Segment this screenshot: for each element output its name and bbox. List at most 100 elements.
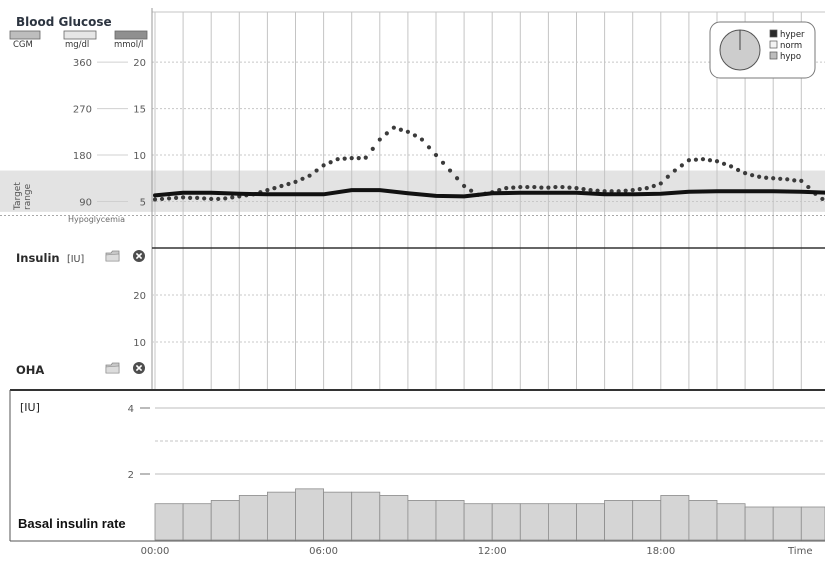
time-tick-label: 06:00 bbox=[309, 546, 338, 557]
cgm-point bbox=[265, 188, 270, 193]
hypoglycemia-label: Hypoglycemia bbox=[68, 215, 125, 224]
cgm-point bbox=[581, 187, 586, 192]
basal-unit-label: [IU] bbox=[20, 401, 40, 414]
oha-title: OHA bbox=[16, 363, 44, 377]
pie-legend-swatch-hypo bbox=[769, 51, 778, 60]
basal-bar bbox=[323, 491, 353, 541]
mgdl-legend-swatch[interactable] bbox=[63, 30, 97, 40]
mmol-legend-swatch[interactable] bbox=[114, 30, 148, 40]
cgm-point bbox=[686, 158, 692, 163]
cgm-point bbox=[567, 185, 572, 190]
time-axis-ticks: 00:00 06:00 12:00 18:00 bbox=[141, 546, 676, 557]
target-range-label-line: range bbox=[23, 183, 33, 210]
cgm-point bbox=[588, 188, 593, 193]
basal-bars bbox=[154, 488, 825, 541]
cgm-point bbox=[202, 196, 207, 201]
mmol-tick-label: 15 bbox=[133, 105, 146, 116]
insulin-title: Insulin bbox=[16, 251, 60, 265]
cgm-point bbox=[272, 185, 277, 191]
cgm-point bbox=[532, 184, 537, 190]
folder-icon[interactable] bbox=[105, 362, 120, 374]
cgm-point bbox=[166, 196, 172, 201]
basal-bar bbox=[491, 503, 521, 541]
cgm-point bbox=[539, 185, 544, 190]
cgm-point bbox=[637, 187, 642, 192]
insulin-unit: [IU] bbox=[67, 254, 84, 265]
cgm-point bbox=[700, 157, 706, 162]
cgm-point bbox=[335, 157, 340, 162]
cgm-point bbox=[216, 196, 221, 202]
cgm-point bbox=[623, 188, 628, 193]
cgm-legend-label: CGM bbox=[13, 40, 33, 50]
cgm-point bbox=[440, 160, 446, 165]
mmol-tick-label: 20 bbox=[133, 58, 146, 69]
cgm-point bbox=[314, 168, 319, 173]
cgm-point bbox=[609, 189, 614, 194]
basal-bar bbox=[407, 499, 437, 541]
basal-gridlines: 42 bbox=[128, 404, 825, 481]
basal-bar bbox=[266, 491, 296, 541]
cgm-point bbox=[405, 129, 410, 134]
cgm-point bbox=[504, 185, 509, 191]
cgm-point bbox=[300, 176, 305, 181]
cgm-point bbox=[743, 171, 748, 176]
target-range-label-line: Target bbox=[13, 182, 23, 211]
cgm-point bbox=[195, 195, 200, 201]
cgm-point bbox=[363, 155, 368, 160]
basal-bar bbox=[463, 503, 493, 541]
cgm-point bbox=[152, 197, 158, 202]
cgm-point bbox=[764, 175, 769, 180]
close-circle-icon-x bbox=[135, 364, 143, 372]
cgm-point bbox=[412, 133, 418, 138]
cgm-point bbox=[356, 156, 361, 161]
folder-icon-front bbox=[105, 365, 120, 374]
mmol-tick-label: 5 bbox=[140, 198, 146, 209]
mgdl-tick-label: 360 bbox=[73, 58, 92, 69]
cgm-point bbox=[511, 185, 516, 190]
cgm-point bbox=[735, 167, 741, 173]
glucose-title: Blood Glucose bbox=[16, 15, 112, 29]
cgm-point bbox=[785, 177, 790, 182]
mmol-tick-label: 10 bbox=[133, 151, 146, 162]
cgm-point bbox=[230, 195, 235, 200]
basal-bar bbox=[379, 495, 409, 541]
cgm-point bbox=[209, 196, 214, 202]
basal-bar bbox=[716, 503, 746, 541]
hour-gridlines bbox=[154, 12, 802, 390]
basal-bar bbox=[182, 503, 212, 541]
cgm-point bbox=[799, 178, 804, 183]
cgm-point bbox=[342, 156, 347, 161]
pie-legend-swatch-hyper bbox=[769, 29, 778, 38]
cgm-point bbox=[792, 178, 797, 183]
time-tick-label: 00:00 bbox=[141, 546, 170, 557]
time-axis-label: Time bbox=[787, 546, 812, 557]
cgm-point bbox=[181, 195, 186, 200]
cgm-point bbox=[159, 196, 165, 202]
mgdl-tick-label: 180 bbox=[73, 151, 92, 162]
cgm-point bbox=[293, 179, 298, 184]
target-range-label: Targetrange bbox=[13, 182, 33, 211]
close-circle-icon[interactable] bbox=[133, 250, 145, 262]
cgm-point bbox=[672, 168, 677, 173]
cgm-point bbox=[651, 183, 656, 189]
cgm-point bbox=[188, 195, 193, 201]
basal-bar bbox=[604, 499, 634, 541]
cgm-point bbox=[377, 137, 382, 142]
folder-icon[interactable] bbox=[105, 250, 120, 262]
glucose-line-series bbox=[153, 188, 825, 199]
basal-bar bbox=[519, 503, 549, 541]
cgm-point bbox=[630, 188, 635, 193]
cgm-point bbox=[806, 184, 811, 190]
cgm-point bbox=[384, 131, 389, 136]
cgm-point bbox=[546, 185, 551, 190]
basal-bar bbox=[660, 495, 690, 541]
cgm-point bbox=[574, 185, 579, 191]
cgm-legend-swatch[interactable] bbox=[9, 30, 41, 40]
close-circle-icon[interactable] bbox=[133, 362, 145, 374]
pie-legend-label: hypo bbox=[780, 52, 801, 62]
pie-legend-label: norm bbox=[780, 41, 802, 51]
